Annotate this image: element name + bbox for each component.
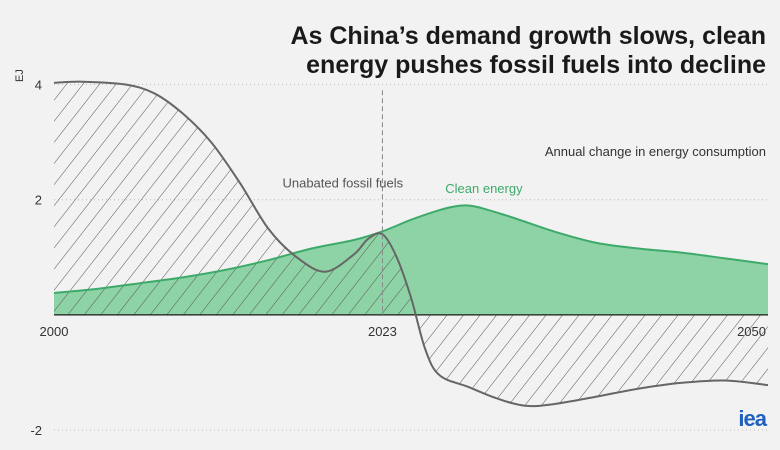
fossil-fuels-label: Unabated fossil fuels bbox=[282, 175, 403, 190]
y-tick-label: 4 bbox=[35, 78, 42, 93]
y-tick-label: 2 bbox=[35, 193, 42, 208]
axis-labels: 4 2 -2 2000 2023 2050 Unabated fossil fuels Cle… bbox=[30, 78, 766, 438]
clean-energy-label: Clean energy bbox=[445, 181, 523, 196]
x-tick-label: 2050 bbox=[737, 324, 766, 339]
series-lines bbox=[53, 80, 769, 408]
iea-logo: iea bbox=[738, 406, 767, 431]
chart-subtitle: Annual change in energy consumption bbox=[544, 144, 766, 159]
y-tick-label: -2 bbox=[30, 423, 42, 438]
fossil-fuels-hatched-area bbox=[54, 81, 768, 407]
x-tick-label: 2000 bbox=[40, 324, 69, 339]
grid bbox=[54, 84, 768, 431]
y-axis-unit-label: EJ bbox=[14, 69, 26, 82]
fossil-fuels-line bbox=[53, 80, 769, 408]
areas bbox=[54, 81, 768, 407]
x-tick-label: 2023 bbox=[368, 324, 397, 339]
chart-title: As China’s demand growth slows, clean en… bbox=[290, 22, 766, 79]
clean-energy-line bbox=[53, 204, 769, 294]
